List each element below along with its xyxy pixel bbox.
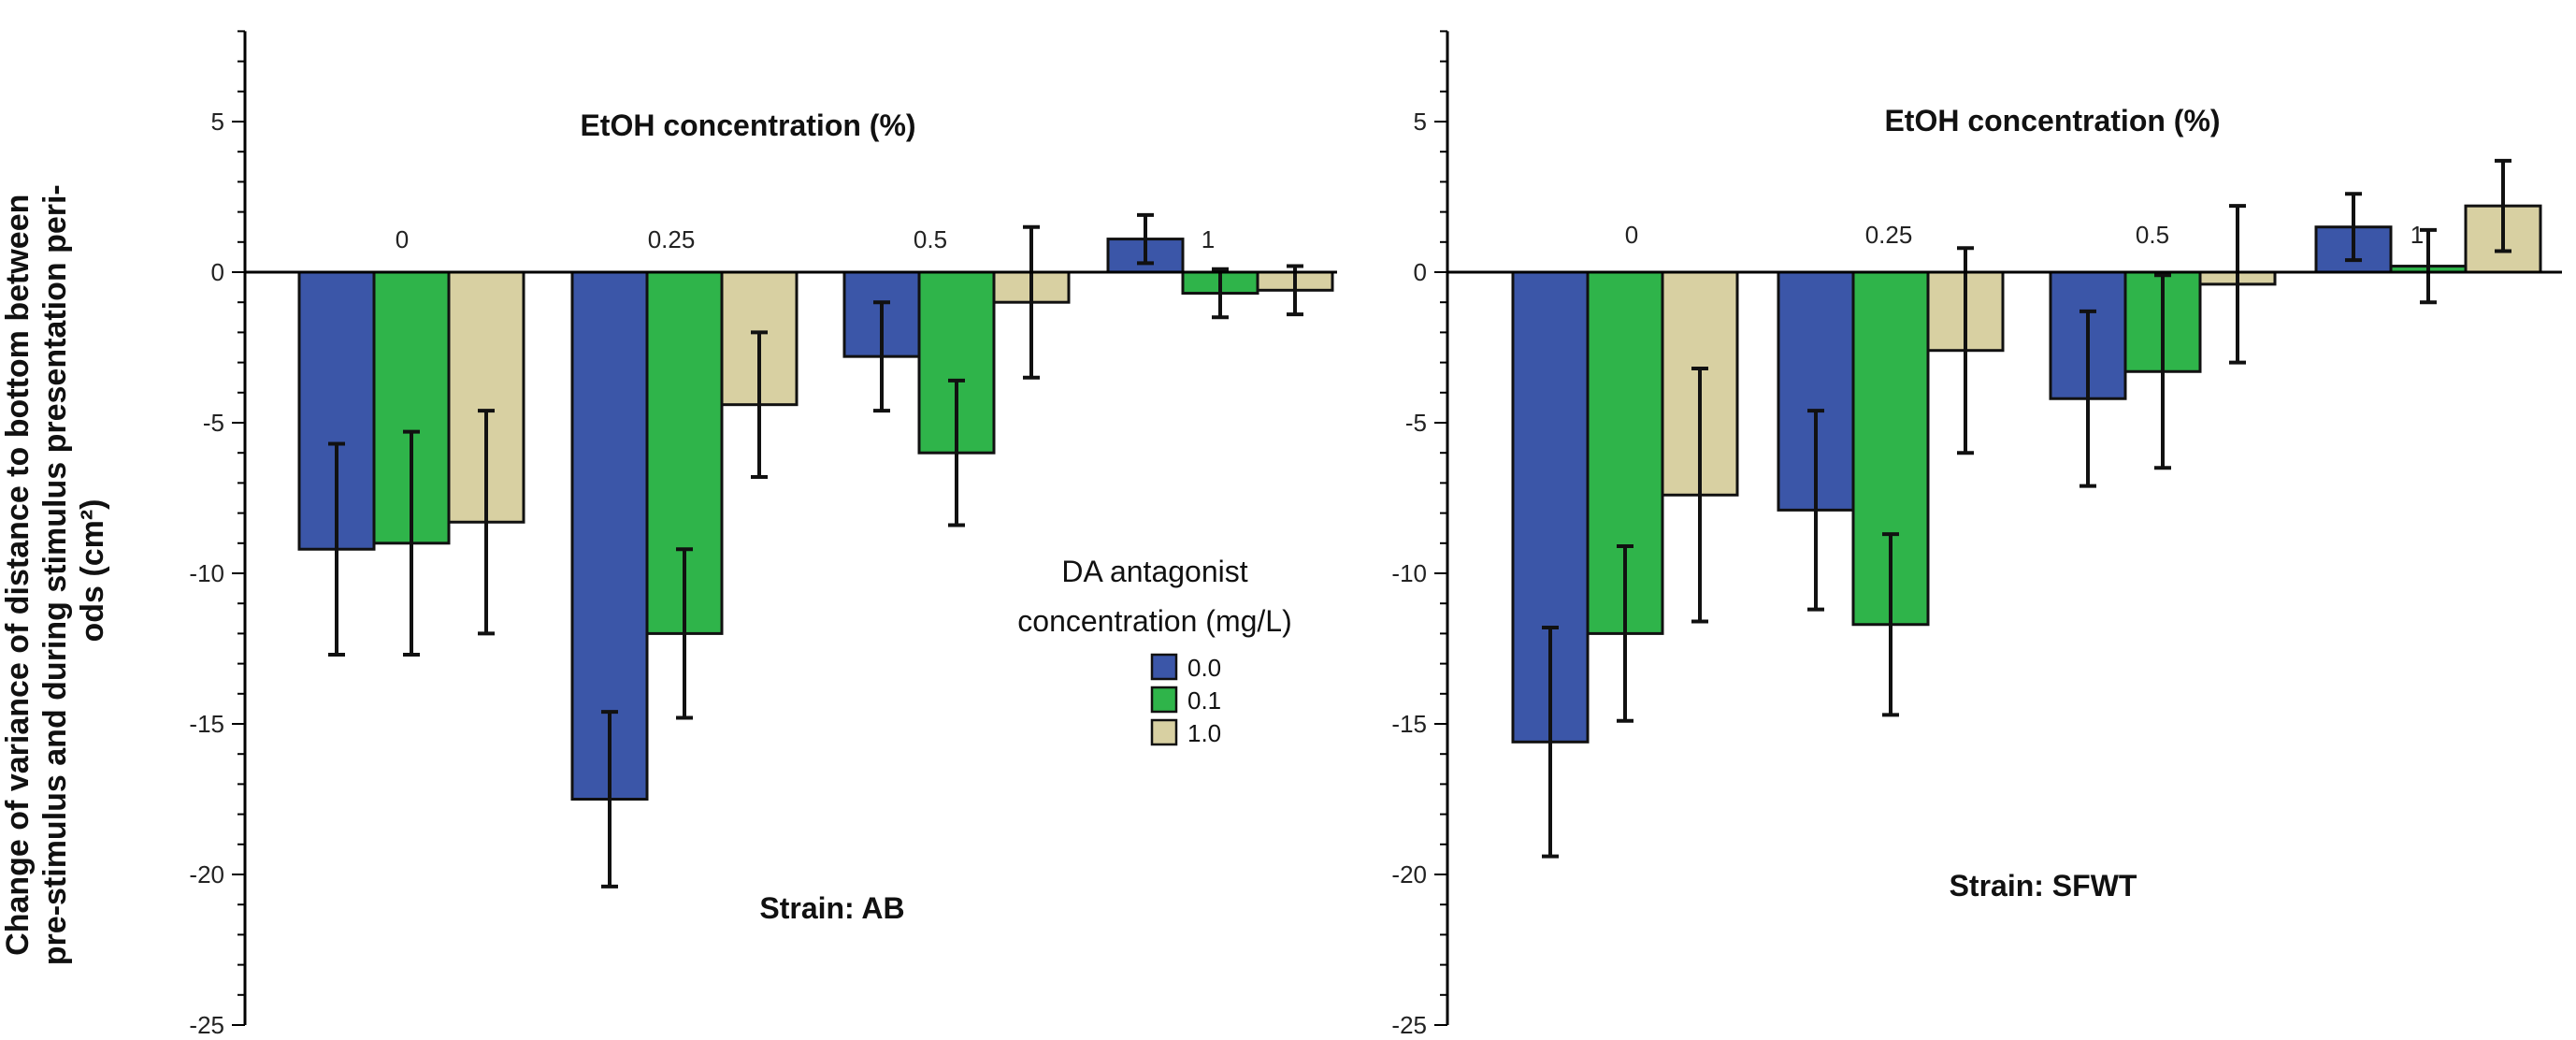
strain-label: Strain: AB: [759, 891, 904, 925]
y-tick-label: -20: [189, 860, 224, 888]
legend-swatch: [1150, 686, 1178, 714]
bars: [245, 212, 1337, 888]
category-label: 0: [396, 225, 409, 253]
strain-label: Strain: SFWT: [1950, 869, 2137, 903]
legend: DA antagonist concentration (mg/L) 0.00.…: [1017, 555, 1291, 747]
legend-label: 0.0: [1187, 654, 1221, 682]
category-label: 0: [1625, 221, 1638, 249]
category-label: 0.5: [2136, 221, 2169, 249]
panel-title: EtOH concentration (%): [580, 108, 915, 142]
category-labels: 0 0.25 0.5 1: [1625, 221, 2424, 249]
bars: [1447, 158, 2562, 859]
category-label: 1: [2411, 221, 2424, 249]
y-axis-label-line2: pre-stimulus and during stimulus present…: [37, 184, 73, 965]
legend-title-line1: DA antagonist: [1061, 555, 1247, 588]
y-tick-label: -15: [1391, 710, 1427, 738]
legend-swatch: [1150, 653, 1178, 681]
y-axis-label-line1: Change of variance of distance to bottom…: [0, 195, 36, 956]
legend-items: 0.0 0.1 1.0: [1150, 653, 1221, 747]
y-tick-label: 5: [211, 108, 224, 136]
category-label: 0.25: [1865, 221, 1913, 249]
category-label: 0.5: [914, 225, 947, 253]
legend-label: 1.0: [1187, 719, 1221, 747]
legend-swatch: [1150, 718, 1178, 746]
legend-label: 0.1: [1187, 686, 1221, 715]
legend-title-line2: concentration (mg/L): [1017, 604, 1291, 638]
y-axis-label-line3: ods (cm²): [75, 499, 110, 643]
y-tick-label: -10: [1391, 559, 1427, 587]
category-label: 0.25: [648, 225, 696, 253]
y-tick-label: -5: [1405, 409, 1427, 437]
y-axis: 5 0 -5 -10 -15 -20 -25: [189, 30, 247, 1039]
y-tick-label: 5: [1414, 108, 1427, 136]
panel-title: EtOH concentration (%): [1884, 104, 2220, 137]
y-tick-label: -5: [203, 409, 224, 437]
y-tick-label: -25: [1391, 1011, 1427, 1039]
y-tick-label: -20: [1391, 860, 1427, 888]
category-labels: 0 0.25 0.5 1: [396, 225, 1215, 253]
category-label: 1: [1202, 225, 1215, 253]
chart-panel-ab: 5 0 -5 -10 -15 -20 -25 0 0.25 0.5 1 EtOH concentr…: [189, 30, 1337, 1039]
y-tick-label: -15: [189, 710, 224, 738]
y-tick-label: -25: [189, 1011, 224, 1039]
y-axis-label: Change of variance of distance to bottom…: [0, 176, 110, 965]
y-tick-label: 0: [1414, 258, 1427, 286]
y-axis: 5 0 -5 -10 -15 -20 -25: [1391, 30, 1449, 1039]
chart-panel-sfwt: 5 0 -5 -10 -15 -20 -25 0 0.25 0.5 1 EtOH concentr…: [1391, 30, 2562, 1039]
y-tick-label: 0: [211, 258, 224, 286]
y-tick-label: -10: [189, 559, 224, 587]
